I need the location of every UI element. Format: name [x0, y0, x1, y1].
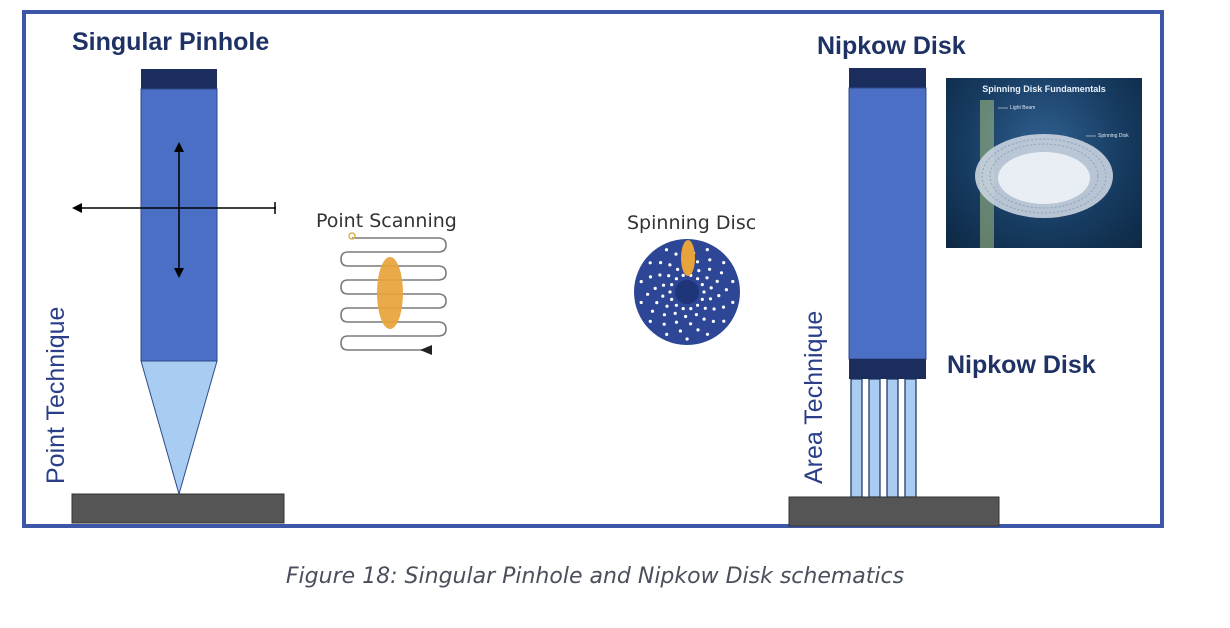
disc-pinhole-dot: [661, 283, 666, 287]
disc-pinhole-dot: [717, 294, 721, 298]
disc-highlight: [681, 240, 695, 276]
inset-light-beam-label: Light Beam: [1010, 105, 1036, 111]
disc-pinhole-dot: [661, 294, 665, 298]
disc-pinhole-dot: [674, 277, 679, 281]
disc-pinhole-dot: [719, 271, 724, 275]
disc-pinhole-dot: [705, 276, 709, 280]
pinhole-column-cap: [141, 69, 217, 89]
disc-pinhole-dot: [655, 301, 659, 305]
area-technique-label: Area Technique: [800, 310, 828, 484]
disc-pinhole-dot: [702, 290, 706, 294]
disc-pinhole-dot: [695, 260, 700, 264]
disc-pinhole-dot: [700, 283, 704, 287]
disc-pinhole-dot: [658, 273, 662, 277]
scan-highlight: [377, 257, 403, 329]
disc-pinhole-dot: [648, 275, 653, 279]
pinhole-stage: [71, 493, 285, 524]
arrow-left-icon: [72, 203, 82, 213]
arrow-down-icon: [174, 268, 184, 278]
disc-pinhole-dot: [696, 277, 700, 281]
disc-pinhole-dot: [711, 319, 716, 323]
spinning-disk-fundamentals-image: Spinning Disk Fundamentals Light Beam Sp…: [946, 78, 1142, 248]
disc-pinhole-dot: [650, 309, 655, 313]
disc-pinhole-dot: [722, 319, 726, 323]
disc-pinhole-dot: [696, 328, 700, 332]
spinning-disc-icon: [634, 239, 740, 345]
disc-pinhole-dot: [703, 306, 707, 310]
disc-pinhole-dot: [715, 279, 719, 283]
disc-pinhole-dot: [674, 252, 678, 256]
point-technique-label: Point Technique: [42, 306, 70, 484]
disc-pinhole-dot: [648, 261, 652, 265]
pinhole-light-cone: [140, 360, 218, 496]
disc-pinhole-dot: [708, 267, 712, 271]
nipkow-disk-bar: [849, 359, 926, 379]
disc-pinhole-dot: [700, 297, 704, 301]
disc-pinhole-dot: [689, 307, 693, 311]
nipkow-column-body: [848, 87, 927, 360]
disc-pinhole-dot: [694, 313, 699, 317]
disc-pinhole-dot: [665, 304, 669, 308]
disc-pinhole-dot: [667, 274, 671, 278]
nipkow-column: [788, 68, 1000, 527]
disc-pinhole-dot: [678, 329, 683, 333]
disc-pinhole-dot: [697, 269, 701, 273]
disc-pinhole-dot: [702, 317, 706, 321]
spinning-disc-label: Spinning Disc: [627, 212, 757, 234]
disc-pinhole-dot: [722, 261, 726, 265]
disc-pinhole-dot: [668, 263, 672, 267]
disc-pinhole-dot: [724, 288, 729, 292]
nipkow-disk-title: Nipkow Disk: [817, 32, 966, 60]
pinhole-column: [71, 69, 285, 524]
disc-pinhole-dot: [653, 286, 657, 290]
figure-caption: Figure 18: Singular Pinhole and Nipkow D…: [285, 564, 905, 589]
disc-pinhole-dot: [674, 320, 679, 324]
singular-pinhole-title: Singular Pinhole: [72, 28, 270, 56]
disc-pinhole-dot: [670, 283, 674, 287]
nipkow-light-beams: [850, 378, 917, 498]
disc-pinhole-dot: [684, 314, 688, 319]
point-scanning-icon: [340, 232, 447, 355]
disc-pinhole-dot: [662, 322, 666, 326]
disc-pinhole-dot: [659, 261, 663, 265]
disc-pinhole-dot: [705, 332, 710, 336]
disc-pinhole-dot: [731, 300, 735, 304]
disc-pinhole-dot: [708, 297, 713, 301]
disc-pinhole-dot: [712, 307, 716, 311]
disc-pinhole-dot: [674, 303, 679, 307]
scan-arrows: [72, 142, 276, 278]
disc-pinhole-dot: [708, 258, 712, 262]
disc-pinhole-dot: [709, 286, 713, 290]
disc-pinhole-dot: [676, 267, 680, 271]
disc-pinhole-dot: [665, 332, 669, 336]
disc-pinhole-dot: [731, 279, 735, 284]
disc-pinhole-dot: [673, 311, 677, 315]
disc-pinhole-dot: [685, 337, 689, 341]
disc-pinhole-dot: [639, 300, 643, 305]
disc-pinhole-dot: [696, 303, 700, 307]
disc-pinhole-dot: [646, 292, 650, 296]
inset-title: Spinning Disk Fundamentals: [982, 84, 1106, 94]
disc-pinhole-dot: [662, 313, 667, 317]
disc-pinhole-dot: [670, 297, 674, 301]
point-scanning-label: Point Scanning: [316, 210, 457, 232]
scan-end-arrow-icon: [420, 345, 432, 355]
disc-pinhole-dot: [668, 290, 672, 294]
disc-pinhole-dot: [689, 322, 693, 326]
disc-pinhole-dot: [681, 307, 685, 311]
arrow-up-icon: [174, 142, 184, 152]
disc-pinhole-dot: [664, 248, 669, 252]
disc-pinhole-dot: [648, 319, 652, 323]
nipkow-column-cap: [849, 68, 926, 88]
disc-pinhole-dot: [705, 248, 709, 252]
nipkow-stage: [788, 496, 1000, 527]
inset-spinning-disk-label: Spinning Disk: [1098, 133, 1129, 139]
disc-pinhole-dot: [639, 280, 643, 284]
disc-pinhole-dot: [721, 305, 726, 309]
nipkow-disk-label: Nipkow Disk: [947, 351, 1096, 379]
disc-pinhole-dot: [681, 273, 685, 277]
